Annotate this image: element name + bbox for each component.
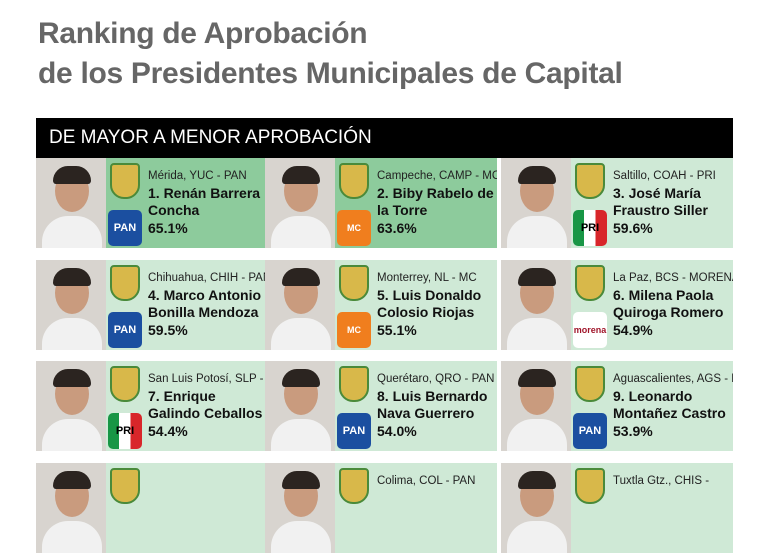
party-logo-text: morena [573,325,607,335]
city-coat-of-arms-icon [110,265,140,301]
mayor-card [36,463,265,553]
party-logo-icon: PAN [337,413,371,449]
mayor-photo [501,158,571,248]
party-logo-text: MC [347,223,361,233]
city-coat-of-arms-icon [575,265,605,301]
mayor-name: 7. Enrique Galindo Ceballos [148,388,263,421]
party-logo-icon: PRI [108,413,142,449]
mayor-photo [36,260,106,350]
mayor-photo [501,463,571,553]
party-logo-text: PRI [580,222,600,234]
mayor-location: Mérida, YUC - PAN [148,170,247,182]
approval-percent: 59.6% [613,220,653,236]
party-logo-icon: morena [573,312,607,348]
mayor-card: PAN Mérida, YUC - PAN 1. Renán Barrera C… [36,158,265,248]
mayor-card: PAN Querétaro, QRO - PAN 8. Luis Bernard… [265,361,497,451]
city-coat-of-arms-icon [339,366,369,402]
party-logo-icon: PRI [573,210,607,246]
mayor-card: Tuxtla Gtz., CHIS - [501,463,733,553]
party-logo-text: PAN [113,324,137,336]
page-title: Ranking de Aprobación de los Presidentes… [38,14,623,94]
city-coat-of-arms-icon [575,163,605,199]
mayor-name: 9. Leonardo Montañez Castro [613,388,726,421]
mayor-photo [36,361,106,451]
mayor-card: MC Monterrey, NL - MC 5. Luis Donaldo Co… [265,260,497,350]
mayor-photo [36,463,106,553]
mayor-name: 4. Marco Antonio Bonilla Mendoza [148,287,262,320]
mayor-location: Monterrey, NL - MC [377,272,477,284]
city-coat-of-arms-icon [110,163,140,199]
mayor-photo [501,260,571,350]
mayor-card: PRI San Luis Potosí, SLP - PRI 7. Enriqu… [36,361,265,451]
city-coat-of-arms-icon [110,366,140,402]
mayor-location: Querétaro, QRO - PAN [377,373,495,385]
approval-percent: 53.9% [613,423,653,439]
title-line-2: de los Presidentes Municipales de Capita… [38,57,623,90]
city-coat-of-arms-icon [110,468,140,504]
mayor-card: PAN Aguascalientes, AGS - PAN 9. Leonard… [501,361,733,451]
approval-percent: 54.9% [613,322,653,338]
mayor-location: Chihuahua, CHIH - PAN [148,272,265,284]
title-line-1: Ranking de Aprobación [38,17,368,50]
city-coat-of-arms-icon [575,468,605,504]
mayor-name: 2. Biby Rabelo de la Torre [377,185,494,218]
mayor-name: 6. Milena Paola Quiroga Romero [613,287,724,320]
mayor-location: Tuxtla Gtz., CHIS - [613,475,710,487]
party-logo-icon: PAN [573,413,607,449]
city-coat-of-arms-icon [339,163,369,199]
mayor-location: Campeche, CAMP - MC [377,170,497,182]
city-coat-of-arms-icon [339,468,369,504]
approval-percent: 54.0% [377,423,417,439]
party-logo-icon: MC [337,210,371,246]
approval-percent: 55.1% [377,322,417,338]
mayor-name: 5. Luis Donaldo Colosio Riojas [377,287,482,320]
city-coat-of-arms-icon [339,265,369,301]
mayor-card: PAN Chihuahua, CHIH - PAN 4. Marco Anton… [36,260,265,350]
approval-percent: 59.5% [148,322,188,338]
mayor-name: 3. José María Fraustro Siller [613,185,708,218]
mayor-photo [36,158,106,248]
party-logo-icon: MC [337,312,371,348]
mayor-photo [265,158,335,248]
mayor-photo [265,361,335,451]
mayor-location: Saltillo, COAH - PRI [613,170,716,182]
mayor-card: Colima, COL - PAN [265,463,497,553]
mayor-location: Colima, COL - PAN [377,475,476,487]
party-logo-text: PAN [342,425,366,437]
approval-percent: 63.6% [377,220,417,236]
party-logo-icon: PAN [108,210,142,246]
approval-percent: 54.4% [148,423,188,439]
mayor-location: La Paz, BCS - MORENA [613,272,733,284]
mayor-photo [501,361,571,451]
mayor-location: San Luis Potosí, SLP - PRI [148,373,265,385]
mayor-photo [265,463,335,553]
mayor-card: morena La Paz, BCS - MORENA 6. Milena Pa… [501,260,733,350]
party-logo-text: MC [347,325,361,335]
approval-percent: 65.1% [148,220,188,236]
mayor-location: Aguascalientes, AGS - PAN [613,373,733,385]
party-logo-text: PAN [113,222,137,234]
party-logo-text: PRI [115,425,135,437]
mayor-name: 8. Luis Bernardo Nava Guerrero [377,388,488,421]
party-logo-icon: PAN [108,312,142,348]
mayor-card: PRI Saltillo, COAH - PRI 3. José María F… [501,158,733,248]
section-header: DE MAYOR A MENOR APROBACIÓN [36,118,733,158]
mayor-card: MC Campeche, CAMP - MC 2. Biby Rabelo de… [265,158,497,248]
party-logo-text: PAN [578,425,602,437]
mayor-name: 1. Renán Barrera Concha [148,185,261,218]
city-coat-of-arms-icon [575,366,605,402]
mayor-photo [265,260,335,350]
